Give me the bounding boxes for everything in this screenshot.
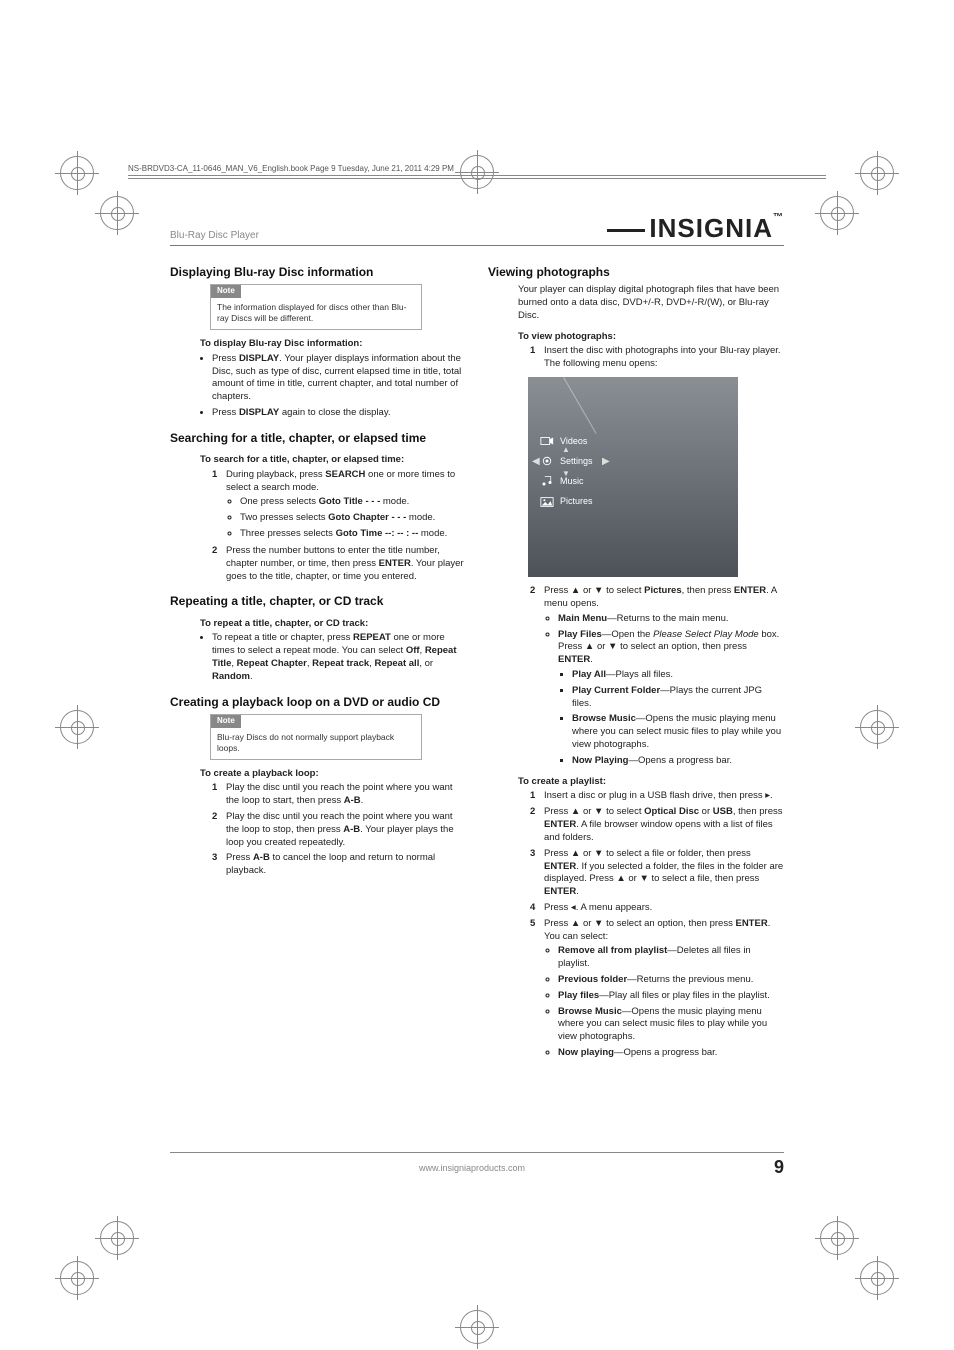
footer-url: www.insigniaproducts.com — [419, 1163, 525, 1173]
list-item: Play All—Plays all files. — [572, 669, 784, 682]
list-item: Press DISPLAY again to close the display… — [212, 407, 466, 420]
pictures-icon — [540, 496, 554, 508]
list-item: Now Playing—Opens a progress bar. — [572, 755, 784, 768]
list-item: Main Menu—Returns to the main menu. — [558, 613, 784, 626]
subhead: To search for a title, chapter, or elaps… — [200, 454, 466, 467]
list-item: Play Current Folder—Plays the current JP… — [572, 685, 784, 711]
registration-mark-icon — [860, 710, 894, 744]
section-heading: Creating a playback loop on a DVD or aud… — [170, 694, 466, 710]
numbered-list: Insert a disc or plug in a USB flash dri… — [530, 790, 784, 1059]
music-icon — [540, 475, 554, 487]
list-item: Previous folder—Returns the previous men… — [558, 974, 784, 987]
list-item: Insert the disc with photographs into yo… — [530, 345, 784, 371]
list-item: Press ◂. A menu appears. — [530, 902, 784, 915]
logo-text: INSIGNIA — [649, 213, 773, 243]
left-column: Displaying Blu-ray Disc information Note… — [170, 254, 466, 1064]
numbered-list: Insert the disc with photographs into yo… — [530, 345, 784, 371]
numbered-list: Press ▲ or ▼ to select Pictures, then pr… — [530, 585, 784, 768]
menu-label: Pictures — [560, 495, 593, 507]
content: Blu-Ray Disc Player INSIGNIA™ Displaying… — [170, 215, 784, 1150]
list-item: Play the disc until you reach the point … — [212, 811, 466, 849]
page: NS-BRDVD3-CA_11-0646_MAN_V6_English.book… — [0, 0, 954, 1350]
section-heading: Repeating a title, chapter, or CD track — [170, 593, 466, 609]
page-number: 9 — [774, 1157, 784, 1178]
list-item: One press selects Goto Title - - - mode. — [240, 496, 466, 509]
brand-logo: INSIGNIA™ — [607, 215, 784, 241]
registration-mark-icon — [100, 1221, 134, 1255]
list-item: Press ▲ or ▼ to select Optical Disc or U… — [530, 806, 784, 844]
section-heading: Viewing photographs — [488, 264, 784, 280]
note-body: Blu-ray Discs do not normally support pl… — [211, 728, 421, 759]
bullet-list: To repeat a title or chapter, press REPE… — [212, 632, 466, 683]
registration-mark-icon — [460, 1310, 494, 1344]
header-bar: NS-BRDVD3-CA_11-0646_MAN_V6_English.book… — [128, 164, 826, 181]
registration-mark-icon — [820, 1221, 854, 1255]
subhead: To display Blu-ray Disc information: — [200, 338, 466, 351]
menu-label: Settings — [560, 455, 593, 467]
menu-item-pictures: Pictures — [540, 495, 593, 507]
list-item: Press ▲ or ▼ to select Pictures, then pr… — [530, 585, 784, 768]
note-box: Note Blu-ray Discs do not normally suppo… — [210, 714, 422, 760]
list-item: Insert a disc or plug in a USB flash dri… — [530, 790, 784, 803]
list-item: Play the disc until you reach the point … — [212, 782, 466, 808]
subhead: To repeat a title, chapter, or CD track: — [200, 618, 466, 631]
gear-icon — [540, 455, 554, 467]
list-item: Three presses selects Goto Time --: -- :… — [240, 528, 466, 541]
numbered-list: During playback, press SEARCH one or mor… — [212, 469, 466, 584]
note-box: Note The information displayed for discs… — [210, 284, 422, 330]
list-item: Press ▲ or ▼ to select an option, then p… — [530, 918, 784, 1060]
list-item: During playback, press SEARCH one or mor… — [212, 469, 466, 541]
list-item: Now playing—Opens a progress bar. — [558, 1047, 784, 1060]
top-row: Blu-Ray Disc Player INSIGNIA™ — [170, 215, 784, 246]
list-item: Press ▲ or ▼ to select a file or folder,… — [530, 848, 784, 899]
subhead: To view photographs: — [518, 331, 784, 344]
list-item: Press the number buttons to enter the ti… — [212, 545, 466, 583]
list-item: To repeat a title or chapter, press REPE… — [212, 632, 466, 683]
list-item: Remove all from playlist—Deletes all fil… — [558, 945, 784, 971]
bullet-list: Press DISPLAY. Your player displays info… — [212, 353, 466, 420]
product-name: Blu-Ray Disc Player — [170, 230, 259, 241]
book-info: NS-BRDVD3-CA_11-0646_MAN_V6_English.book… — [128, 164, 454, 173]
registration-mark-icon — [820, 196, 854, 230]
subhead: To create a playlist: — [518, 776, 784, 789]
list-item: Play Files—Open the Please Select Play M… — [558, 629, 784, 768]
note-body: The information displayed for discs othe… — [211, 298, 421, 329]
section-heading: Displaying Blu-ray Disc information — [170, 264, 466, 280]
footer: www.insigniaproducts.com 9 — [170, 1152, 784, 1178]
list-item: Play files—Play all files or play files … — [558, 990, 784, 1003]
right-column: Viewing photographs Your player can disp… — [488, 254, 784, 1064]
menu-item-settings: ▲ ◀ Settings ▶ ▼ — [540, 455, 593, 467]
columns: Displaying Blu-ray Disc information Note… — [170, 254, 784, 1064]
section-heading: Searching for a title, chapter, or elaps… — [170, 430, 466, 446]
registration-mark-icon — [100, 196, 134, 230]
registration-mark-icon — [60, 156, 94, 190]
registration-mark-icon — [860, 1261, 894, 1295]
note-label: Note — [211, 715, 241, 728]
registration-mark-icon — [860, 156, 894, 190]
list-item: Browse Music—Opens the music playing men… — [572, 713, 784, 751]
numbered-list: Play the disc until you reach the point … — [212, 782, 466, 878]
note-label: Note — [211, 285, 241, 298]
list-item: Two presses selects Goto Chapter - - - m… — [240, 512, 466, 525]
video-icon — [540, 435, 554, 447]
registration-mark-icon — [60, 1261, 94, 1295]
list-item: Browse Music—Opens the music playing men… — [558, 1006, 784, 1044]
list-item: Press A-B to cancel the loop and return … — [212, 852, 466, 878]
subhead: To create a playback loop: — [200, 768, 466, 781]
menu-screenshot: Videos ▲ ◀ Settings ▶ ▼ Music — [528, 377, 738, 577]
registration-mark-icon — [60, 710, 94, 744]
intro-text: Your player can display digital photogra… — [518, 284, 784, 322]
list-item: Press DISPLAY. Your player displays info… — [212, 353, 466, 404]
